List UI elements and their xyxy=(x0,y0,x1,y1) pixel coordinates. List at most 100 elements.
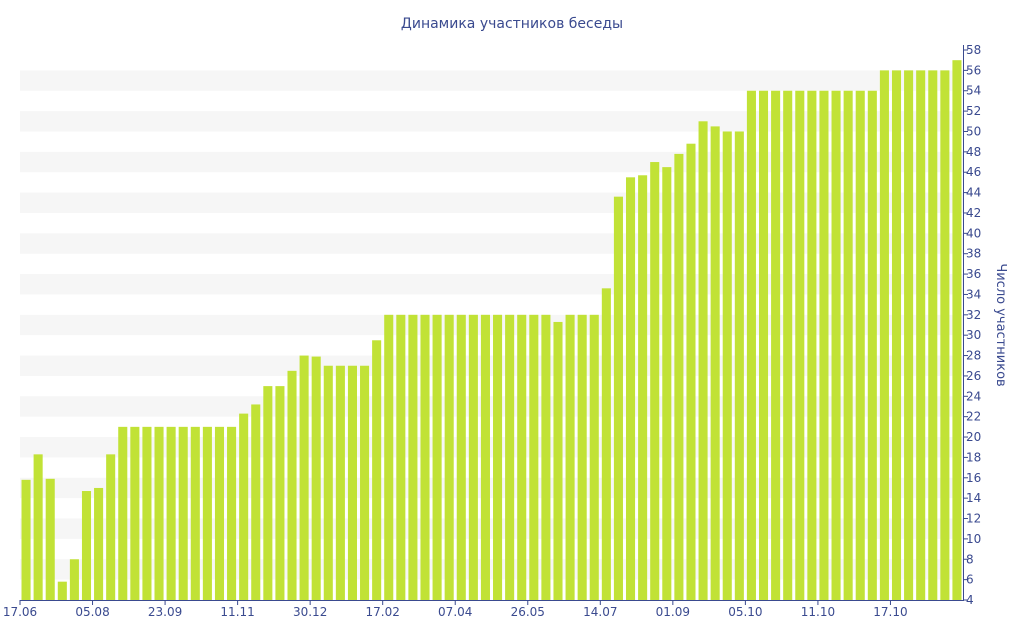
bar xyxy=(347,365,358,600)
bar xyxy=(130,426,140,600)
bar xyxy=(444,314,454,600)
bar xyxy=(783,90,793,601)
bar xyxy=(577,314,587,600)
y-tick-label: 42 xyxy=(966,206,981,220)
y-axis-title: Число участников xyxy=(993,263,1008,386)
bar xyxy=(251,404,261,600)
y-tick-label: 14 xyxy=(966,491,981,505)
bar xyxy=(214,426,225,600)
bar xyxy=(178,426,188,600)
y-tick-label: 50 xyxy=(966,124,981,138)
y-tick-label: 46 xyxy=(966,165,981,179)
bar xyxy=(360,365,370,600)
y-tick-label: 34 xyxy=(966,287,981,301)
bar xyxy=(831,90,841,601)
x-tick-label: 05.10 xyxy=(728,605,762,619)
y-tick-label: 24 xyxy=(966,389,981,403)
y-tick-label: 10 xyxy=(966,532,981,546)
x-tick-label: 07.04 xyxy=(438,605,472,619)
bar xyxy=(505,314,515,600)
bar xyxy=(650,162,660,600)
x-ticks: 17.06 05.08 23.09 11.11 30.12 17.02 07.04 26.05… xyxy=(3,600,908,619)
bar xyxy=(21,479,31,600)
y-tick-label: 48 xyxy=(966,145,981,159)
bar xyxy=(795,90,805,601)
y-tick-label: 32 xyxy=(966,308,981,322)
bar xyxy=(81,491,92,600)
y-tick-label: 8 xyxy=(966,552,974,566)
y-tick-label: 56 xyxy=(966,63,981,77)
bar xyxy=(94,487,104,600)
y-tick-label: 52 xyxy=(966,104,981,118)
bar xyxy=(33,454,43,600)
bar xyxy=(493,314,503,600)
bar xyxy=(275,386,285,600)
bar xyxy=(529,314,539,600)
bar xyxy=(408,314,418,600)
bar xyxy=(843,90,853,601)
y-tick-label: 18 xyxy=(966,450,981,464)
bar xyxy=(480,314,490,600)
bar xyxy=(106,454,116,600)
bar xyxy=(710,126,720,600)
chart-title: Динамика участников беседы xyxy=(401,16,623,32)
y-tick-label: 28 xyxy=(966,349,981,363)
x-tick-label: 11.10 xyxy=(801,605,835,619)
y-tick-label: 12 xyxy=(966,512,981,526)
bar xyxy=(287,370,297,600)
bar xyxy=(311,356,321,600)
bar xyxy=(807,90,817,601)
y-tick-label: 30 xyxy=(966,328,981,342)
bar xyxy=(952,60,962,601)
bar xyxy=(456,314,466,600)
y-tick-label: 26 xyxy=(966,369,981,383)
bar xyxy=(263,386,273,600)
bars xyxy=(21,60,962,601)
bar xyxy=(819,90,829,601)
bar xyxy=(553,321,563,600)
x-tick-label: 30.12 xyxy=(293,605,327,619)
bar xyxy=(432,314,442,600)
bar xyxy=(541,314,551,600)
bar xyxy=(468,314,478,600)
bar xyxy=(891,70,902,601)
bar xyxy=(118,426,128,600)
bar xyxy=(771,90,781,601)
y-tick-label: 16 xyxy=(966,471,981,485)
x-tick-label: 11.11 xyxy=(220,605,254,619)
y-tick-label: 38 xyxy=(966,247,981,261)
bar xyxy=(662,167,672,600)
x-tick-label: 17.02 xyxy=(366,605,400,619)
x-tick-label: 23.09 xyxy=(148,605,182,619)
bar xyxy=(384,314,394,600)
x-tick-label: 26.05 xyxy=(511,605,545,619)
bar xyxy=(142,426,152,600)
bar xyxy=(638,175,648,600)
bar xyxy=(904,70,914,601)
bar xyxy=(202,426,212,600)
y-tick-label: 36 xyxy=(966,267,981,281)
bar xyxy=(613,196,623,600)
bar xyxy=(299,355,309,600)
x-tick-label: 17.10 xyxy=(873,605,907,619)
bar xyxy=(940,70,950,601)
y-tick-label: 20 xyxy=(966,430,981,444)
bar xyxy=(190,426,200,600)
x-tick-label: 01.09 xyxy=(656,605,690,619)
y-tick-label: 22 xyxy=(966,410,981,424)
bar xyxy=(879,70,889,601)
bar xyxy=(420,314,430,600)
bar xyxy=(722,131,732,600)
y-tick-label: 6 xyxy=(966,573,974,587)
bar xyxy=(928,70,938,601)
y-tick-label: 54 xyxy=(966,84,981,98)
bar xyxy=(746,90,756,601)
bar xyxy=(601,288,611,600)
bar xyxy=(916,70,926,601)
y-tick-label: 58 xyxy=(966,43,981,57)
grid-band xyxy=(20,70,963,91)
bar xyxy=(867,90,877,601)
y-tick-label: 40 xyxy=(966,226,981,240)
bar xyxy=(396,314,406,600)
